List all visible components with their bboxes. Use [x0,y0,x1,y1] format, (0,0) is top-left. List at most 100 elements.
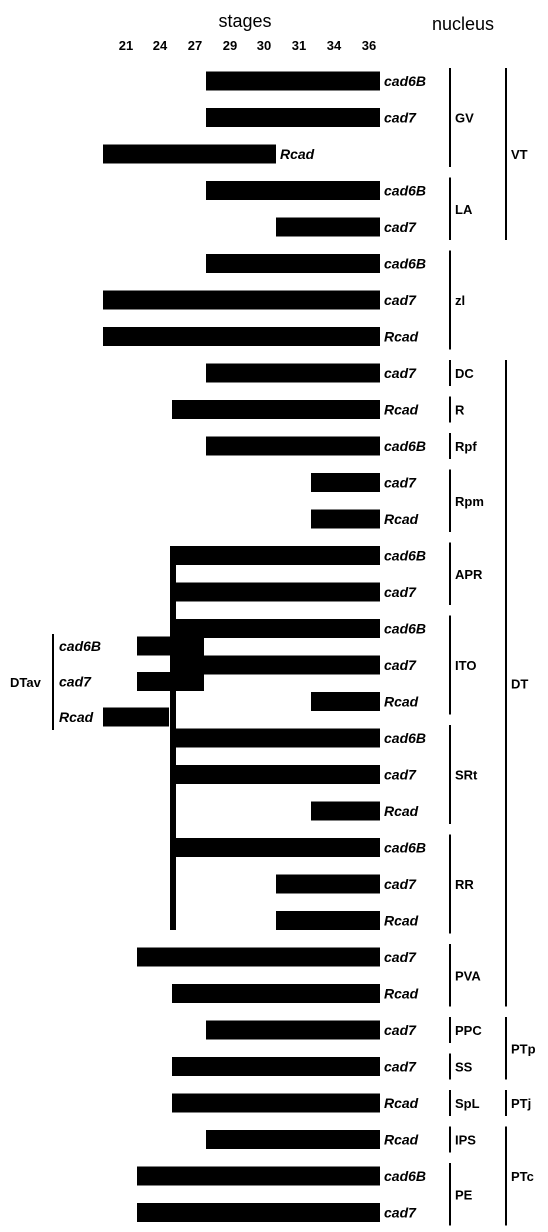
stage-tick-label: 27 [188,38,202,53]
nucleus-column-title: nucleus [432,14,494,34]
dtav-bar [103,707,169,727]
connector-bar [170,546,176,930]
expression-bar [311,509,380,529]
gene-label: cad6B [384,840,426,856]
gene-label: cad7 [384,475,417,491]
gene-label: Rcad [384,402,419,418]
stage-tick-label: 21 [119,38,133,53]
gene-label: Rcad [384,694,419,710]
gene-label: cad6B [384,73,426,89]
gene-label: cad7 [384,584,417,600]
dtav-gene-label: cad6B [59,638,101,654]
gene-label: cad6B [384,183,426,199]
expression-bar [276,911,380,930]
group-label: APR [455,567,483,582]
expression-bar [172,1057,380,1076]
gene-label: cad7 [384,292,417,308]
group-label: PTj [511,1096,531,1111]
expression-bar [206,71,380,91]
group-label: LA [455,202,473,217]
group-label: ITO [455,658,476,673]
expression-bar [172,1093,380,1113]
dtav-gene-label: Rcad [59,709,94,725]
expression-bar [172,655,380,675]
gene-label: cad6B [384,1168,426,1184]
expression-bar [172,765,380,784]
expression-bar [206,1020,380,1040]
gene-label: Rcad [384,986,419,1002]
expression-bar [103,290,380,310]
expression-bar [206,181,380,200]
gene-label: cad7 [384,657,417,673]
expression-bar [206,254,380,273]
group-label: SRt [455,768,478,783]
gene-label: cad7 [384,110,417,126]
expression-bar [137,1166,380,1186]
expression-bar [103,327,380,346]
group-label: R [455,403,465,418]
expression-bar [137,1203,380,1222]
group-label: DC [455,366,474,381]
expression-bar [172,582,380,602]
group-label: Rpm [455,494,484,509]
dtav-bar [137,672,204,691]
stage-tick-label: 36 [362,38,376,53]
chart-title: stages [218,11,271,31]
expression-bar [311,692,380,711]
expression-bar [172,400,380,419]
group-label: PE [455,1187,473,1202]
expression-bar [276,217,380,237]
dtav-gene-label: cad7 [59,674,92,690]
expression-bar [206,436,380,456]
expression-bars [103,71,380,1222]
stage-tick-label: 24 [153,38,168,53]
group-label: GV [455,111,474,126]
nucleus-brackets: GV LA zl DC R Rpf Rpm APR ITO SRt RR PVA PPC SS SpL IPS… [449,68,536,1226]
gene-label: cad7 [384,876,417,892]
gene-label: cad6B [384,621,426,637]
group-label: IPS [455,1133,476,1148]
expression-bar [172,984,380,1003]
group-label: RR [455,877,474,892]
expression-bar [206,363,380,383]
group-label: VT [511,147,528,162]
group-label: PTc [511,1169,534,1184]
expression-bar [172,619,380,638]
gene-label: Rcad [384,329,419,345]
gene-label: cad6B [384,438,426,454]
group-label: Rpf [455,439,477,454]
gene-label: cad6B [384,548,426,564]
expression-bar [276,874,380,894]
dtav-label: DTav [10,675,42,690]
stage-tick-label: 34 [327,38,342,53]
gene-label: Rcad [384,913,419,929]
group-label: PVA [455,968,481,983]
group-label: zl [455,293,465,308]
expression-bar [172,838,380,857]
gene-label: Rcad [384,1095,419,1111]
expression-bar [206,1130,380,1149]
group-label: SpL [455,1096,480,1111]
gene-label: cad7 [384,1022,417,1038]
gene-label: cad6B [384,730,426,746]
expression-bar [206,108,380,127]
gene-label: Rcad [384,1132,419,1148]
gene-label: Rcad [280,146,315,162]
expression-bar [172,728,380,748]
gene-labels: cad6B cad7 Rcad cad6B cad7 cad6B cad7 Rcad cad7 R… [280,73,426,1221]
group-label: PTp [511,1041,536,1056]
group-label: PPC [455,1023,482,1038]
gene-label: cad7 [384,1205,417,1221]
stage-tick-label: 29 [223,38,237,53]
group-label: DT [511,676,528,691]
stage-tick-label: 30 [257,38,271,53]
dtav-bar [137,636,204,656]
stage-tick-label: 31 [292,38,306,53]
expression-bar [311,473,380,492]
gene-label: cad6B [384,256,426,272]
gene-label: cad7 [384,219,417,235]
gene-label: cad7 [384,365,417,381]
gene-label: cad7 [384,949,417,965]
dtav-group: cad6B cad7 Rcad DTav [10,634,204,730]
